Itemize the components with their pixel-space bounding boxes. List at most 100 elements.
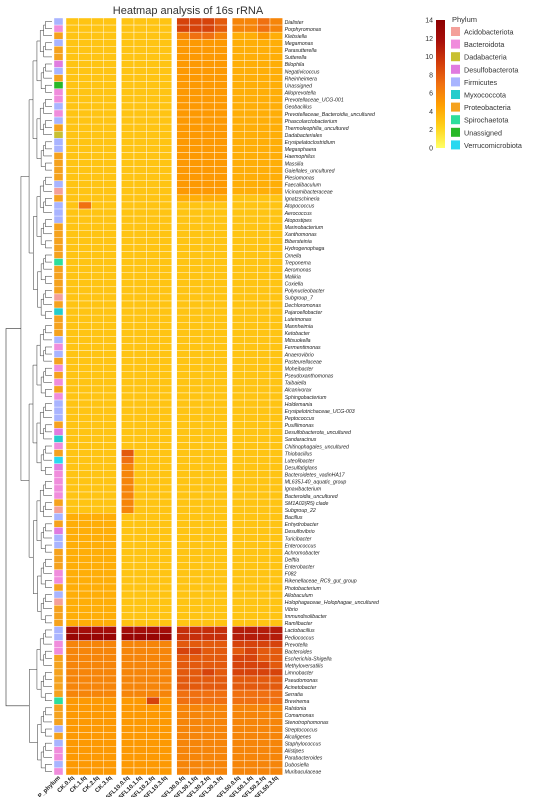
- heatmap-cell: [103, 159, 117, 167]
- row-label: Rikenellaceae_RC9_gut_group: [285, 579, 357, 585]
- heatmap-cell: [65, 675, 79, 684]
- heatmap-cell: [90, 704, 104, 712]
- heatmap-cell: [121, 88, 135, 97]
- row-label: Thiobacillus: [285, 451, 313, 457]
- heatmap-cell: [189, 244, 203, 252]
- phylum-annotation-cell: [53, 102, 64, 111]
- heatmap-cell: [189, 725, 203, 733]
- phylum-annotation-cell: [53, 597, 64, 606]
- heatmap-cell: [146, 428, 160, 436]
- heatmap-cell: [231, 88, 245, 97]
- heatmap-cell: [269, 329, 283, 337]
- heatmap-cell: [214, 739, 228, 747]
- heatmap-cell: [103, 661, 117, 670]
- heatmap-cell: [146, 180, 160, 188]
- row-label: Porphyromonas: [285, 27, 322, 33]
- heatmap-cell: [214, 527, 228, 535]
- heatmap-cell: [146, 116, 160, 125]
- heatmap-cell: [103, 428, 117, 436]
- heatmap-cell: [90, 626, 104, 634]
- heatmap-cell: [133, 689, 147, 698]
- heatmap-cell: [214, 152, 228, 160]
- heatmap-cell: [257, 350, 271, 358]
- row-label: Subgroup_7: [285, 296, 314, 302]
- heatmap-cell: [121, 505, 135, 514]
- heatmap-cell: [121, 95, 135, 104]
- phylum-annotation-cell: [53, 237, 64, 245]
- heatmap-cell: [146, 145, 160, 153]
- heatmap-cell: [214, 421, 228, 429]
- dendrogram-root: [5, 328, 30, 707]
- heatmap-cell: [257, 286, 271, 295]
- heatmap-cell: [65, 116, 79, 125]
- heatmap-cell: [231, 633, 245, 641]
- heatmap-cell: [244, 272, 258, 280]
- heatmap-cell: [269, 760, 283, 769]
- heatmap-cell: [257, 442, 271, 450]
- colorbar-tick-label: 8: [429, 72, 433, 79]
- heatmap-cell: [269, 53, 283, 61]
- heatmap-cell: [121, 534, 135, 542]
- heatmap-cell: [201, 39, 215, 47]
- dendrogram-branch: [45, 42, 52, 51]
- heatmap-cell: [257, 314, 271, 323]
- heatmap-cell: [133, 470, 147, 479]
- heatmap-cell: [176, 102, 190, 111]
- heatmap-cell: [269, 343, 283, 351]
- heatmap-cell: [65, 138, 79, 146]
- row-label: Comamonas: [285, 713, 315, 719]
- heatmap-cell: [269, 357, 283, 365]
- heatmap-cell: [78, 385, 92, 394]
- heatmap-cell: [158, 449, 172, 457]
- heatmap-cell: [146, 675, 160, 684]
- heatmap-cell: [158, 612, 172, 620]
- heatmap-cell: [121, 350, 135, 358]
- heatmap-cell: [257, 67, 271, 75]
- row-label: Faecalibaculum: [285, 183, 322, 189]
- heatmap-cell: [214, 138, 228, 146]
- heatmap-cell: [201, 279, 215, 288]
- heatmap-cell: [269, 116, 283, 125]
- heatmap-cell: [158, 597, 172, 606]
- heatmap-cell: [201, 626, 215, 634]
- heatmap-cell: [214, 159, 228, 167]
- heatmap-cell: [231, 81, 245, 89]
- heatmap-cell: [103, 109, 117, 118]
- heatmap-cell: [78, 435, 92, 443]
- heatmap-cell: [214, 760, 228, 769]
- heatmap-cell: [201, 166, 215, 174]
- dendrogram-branch: [32, 364, 37, 444]
- heatmap-cell: [133, 612, 147, 620]
- heatmap-cell: [189, 187, 203, 196]
- heatmap-cell: [78, 711, 92, 719]
- heatmap-cell: [189, 265, 203, 273]
- phylum-annotation-cell: [53, 767, 64, 776]
- phylum-annotation-cell: [53, 583, 64, 592]
- heatmap-cell: [146, 364, 160, 372]
- heatmap-cell: [78, 725, 92, 733]
- heatmap-cell: [214, 513, 228, 521]
- heatmap-cell: [201, 654, 215, 663]
- heatmap-cell: [189, 67, 203, 75]
- heatmap-cell: [65, 152, 79, 160]
- heatmap-cell: [103, 767, 117, 776]
- heatmap-cell: [133, 633, 147, 641]
- heatmap-cell: [78, 364, 92, 372]
- heatmap-cell: [90, 166, 104, 174]
- dendrogram-branch: [43, 67, 52, 79]
- heatmap-cell: [65, 654, 79, 663]
- heatmap-cell: [189, 640, 203, 648]
- heatmap-cell: [121, 569, 135, 578]
- heatmap-cell: [231, 767, 245, 776]
- heatmap-cell: [189, 491, 203, 500]
- heatmap-cell: [158, 463, 172, 471]
- heatmap-cell: [158, 470, 172, 479]
- heatmap-cell: [78, 442, 92, 450]
- heatmap-cell: [65, 95, 79, 104]
- heatmap-cell: [90, 406, 104, 415]
- heatmap-cell: [146, 123, 160, 132]
- heatmap-cell: [189, 449, 203, 457]
- heatmap-cell: [78, 258, 92, 266]
- heatmap-cell: [133, 364, 147, 372]
- heatmap-cell: [244, 541, 258, 549]
